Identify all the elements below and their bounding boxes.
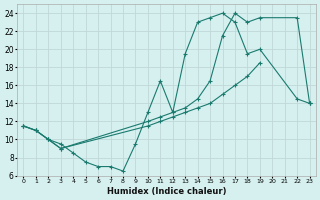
X-axis label: Humidex (Indice chaleur): Humidex (Indice chaleur) (107, 187, 226, 196)
